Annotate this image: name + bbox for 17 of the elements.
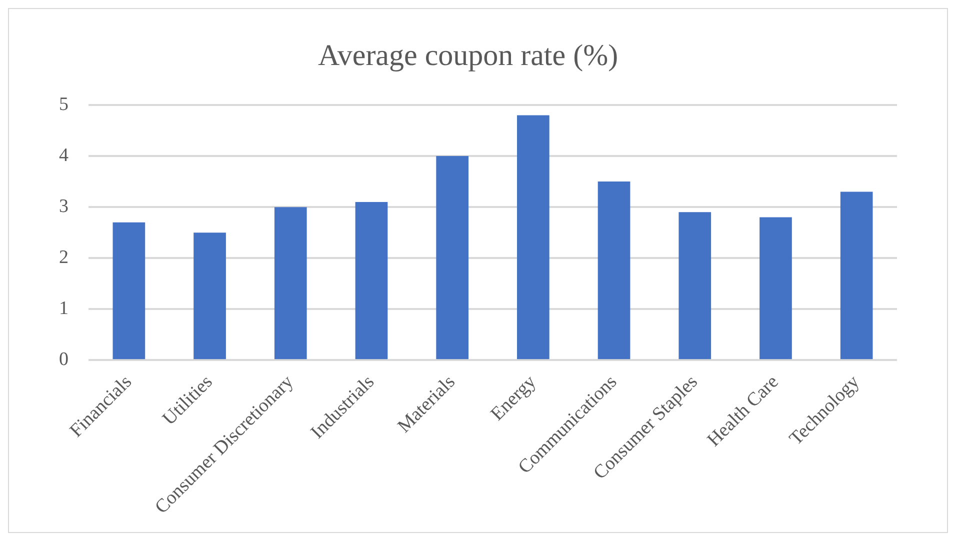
y-tick-label: 5: [59, 94, 68, 115]
bar: [760, 217, 792, 360]
bar: [598, 182, 630, 360]
y-tick-label: 0: [59, 349, 68, 370]
y-tick-label: 3: [59, 196, 68, 218]
bar: [517, 115, 550, 360]
y-tick-label: 4: [59, 145, 69, 166]
bar: [436, 156, 468, 360]
bar: [112, 222, 146, 360]
bar: [194, 232, 226, 360]
bar: [274, 207, 307, 360]
bar: [355, 202, 388, 360]
bar: [678, 212, 712, 360]
bar: [840, 192, 873, 360]
y-tick-label: 1: [59, 298, 68, 320]
chart-title: Average coupon rate (%): [318, 38, 618, 72]
y-tick-label: 2: [59, 247, 68, 268]
